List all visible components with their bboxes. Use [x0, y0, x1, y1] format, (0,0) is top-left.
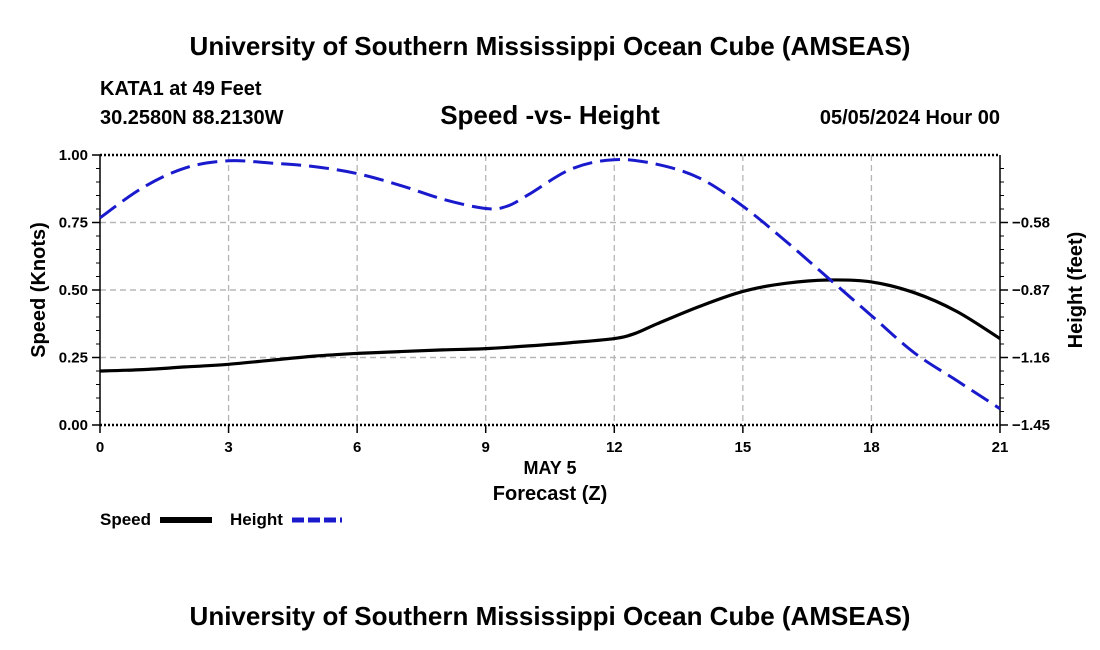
- page-title: University of Southern Mississippi Ocean…: [190, 31, 911, 61]
- legend-height-label: Height: [230, 510, 283, 529]
- y2-tick-label: −1.45: [1012, 417, 1050, 434]
- ticks: 0 3 6 9 12 15 18 21 0.00 0.25 0.50 0.75 1.00 −1.45 −1.…: [59, 147, 1050, 456]
- y2-tick-label: −0.58: [1012, 215, 1050, 232]
- series-line-speed: [99, 278, 1001, 373]
- y-tick-label: 0.00: [59, 417, 88, 434]
- x-tick-label: 18: [863, 439, 880, 456]
- station-label: KATA1 at 49 Feet: [100, 78, 262, 100]
- legend: Speed Height: [100, 510, 342, 529]
- footer-title: University of Southern Mississippi Ocean…: [190, 601, 911, 631]
- x-tick-label: 9: [482, 439, 490, 456]
- x-tick-label: 21: [992, 439, 1009, 456]
- series-lines: [99, 158, 1001, 410]
- forecast-date: 05/05/2024 Hour 00: [820, 107, 1000, 129]
- series-line-height: [99, 158, 1001, 410]
- x-tick-label: 15: [735, 439, 752, 456]
- y2-axis-title: Height (feet): [1065, 232, 1087, 349]
- y-tick-label: 1.00: [59, 147, 88, 164]
- gridlines: [100, 155, 1000, 425]
- chart-subtitle: Speed -vs- Height: [440, 100, 660, 130]
- x-axis-date: MAY 5: [523, 458, 576, 478]
- x-tick-label: 0: [96, 439, 104, 456]
- y-tick-label: 0.50: [59, 282, 88, 299]
- x-tick-label: 3: [224, 439, 232, 456]
- coordinates-label: 30.2580N 88.2130W: [100, 107, 284, 129]
- y2-tick-label: −0.87: [1012, 282, 1050, 299]
- y-tick-label: 0.25: [59, 350, 88, 367]
- y-tick-label: 0.75: [59, 215, 88, 232]
- y2-tick-label: −1.16: [1012, 350, 1050, 367]
- x-tick-label: 12: [606, 439, 623, 456]
- x-axis-title: Forecast (Z): [493, 483, 607, 505]
- legend-speed-label: Speed: [100, 510, 151, 529]
- x-tick-label: 6: [353, 439, 361, 456]
- y-axis-title: Speed (Knots): [28, 222, 50, 358]
